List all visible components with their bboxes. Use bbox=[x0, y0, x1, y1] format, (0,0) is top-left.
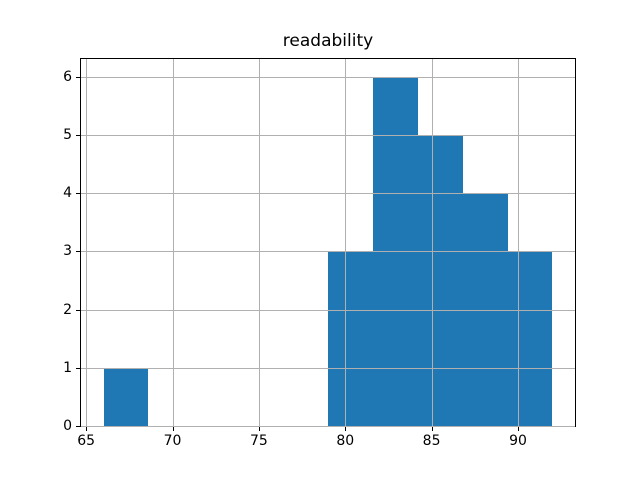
y-tick-mark bbox=[76, 309, 80, 311]
x-tick-label: 80 bbox=[336, 433, 355, 449]
grid-layer bbox=[81, 59, 575, 427]
x-tick-mark bbox=[518, 427, 519, 431]
chart-title: readability bbox=[282, 31, 374, 51]
gridline-vertical bbox=[258, 59, 260, 426]
y-tick-mark bbox=[76, 367, 80, 369]
y-tick-label: 3 bbox=[63, 243, 72, 260]
gridline-horizontal bbox=[81, 309, 575, 311]
gridline-horizontal bbox=[81, 426, 575, 427]
y-tick-label: 2 bbox=[63, 301, 72, 318]
y-tick-label: 0 bbox=[63, 418, 72, 434]
histogram-bar bbox=[328, 251, 373, 426]
y-tick-mark bbox=[76, 193, 80, 194]
x-tick-mark bbox=[345, 427, 347, 431]
x-tick-label: 65 bbox=[77, 433, 96, 449]
x-tick-label: 70 bbox=[163, 433, 182, 449]
gridline-horizontal bbox=[81, 134, 575, 136]
x-tick-label: 75 bbox=[249, 433, 268, 449]
gridline-vertical bbox=[518, 59, 519, 426]
y-tick-mark bbox=[76, 426, 80, 427]
gridline-horizontal bbox=[81, 251, 575, 253]
y-tick-mark bbox=[76, 134, 80, 136]
histogram-bar bbox=[103, 367, 149, 426]
gridline-horizontal bbox=[81, 193, 575, 194]
x-tick-mark bbox=[86, 427, 88, 431]
plot-area bbox=[80, 58, 576, 427]
x-tick-mark bbox=[172, 427, 174, 431]
gridline-horizontal bbox=[81, 367, 575, 369]
y-tick-label: 5 bbox=[63, 126, 72, 143]
histogram-bar bbox=[507, 251, 553, 426]
x-tick-mark bbox=[431, 427, 433, 431]
y-tick-label: 4 bbox=[63, 185, 72, 201]
gridline-horizontal bbox=[81, 76, 575, 78]
x-tick-label: 85 bbox=[422, 433, 441, 449]
gridline-vertical bbox=[86, 59, 88, 426]
x-tick-mark bbox=[258, 427, 260, 431]
histogram-bar bbox=[417, 134, 463, 426]
y-tick-label: 6 bbox=[63, 68, 72, 85]
gridline-vertical bbox=[172, 59, 174, 426]
y-tick-mark bbox=[76, 251, 80, 253]
gridline-vertical bbox=[431, 59, 433, 426]
gridline-vertical bbox=[345, 59, 347, 426]
y-tick-label: 1 bbox=[63, 359, 72, 376]
x-tick-label: 90 bbox=[509, 433, 527, 449]
y-tick-mark bbox=[76, 76, 80, 78]
